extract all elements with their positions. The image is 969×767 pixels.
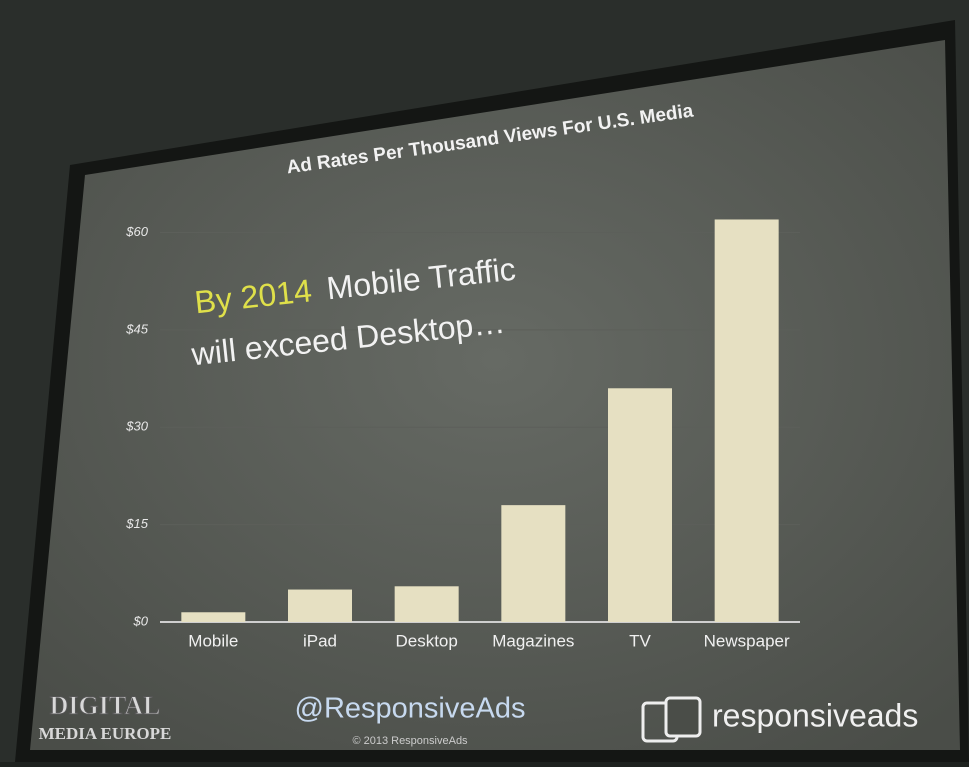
x-tick-label: TV: [629, 631, 651, 650]
brand: responsiveads: [712, 697, 918, 733]
event-logo: MEDIA EUROPE: [39, 724, 172, 743]
y-tick-label: $60: [125, 224, 148, 239]
x-tick-label: Desktop: [395, 631, 457, 650]
bar: [181, 612, 246, 622]
bar: [714, 219, 779, 622]
handle: @ResponsiveAds: [295, 693, 526, 725]
y-tick-label: $15: [125, 516, 148, 531]
brand-icon: [641, 696, 702, 743]
copyright: © 2013 ResponsiveAds: [352, 735, 468, 747]
y-tick-label: $45: [125, 321, 148, 336]
bar: [608, 388, 672, 622]
y-tick-label: $30: [125, 419, 148, 434]
x-tick-label: Mobile: [188, 631, 238, 650]
bar: [288, 589, 352, 622]
x-tick-label: Newspaper: [704, 631, 790, 650]
y-tick-label: $0: [133, 613, 149, 628]
x-tick-label: Magazines: [492, 631, 574, 650]
x-tick-label: iPad: [303, 631, 337, 650]
event-logo: DIGITAL: [50, 691, 161, 720]
plot-area: $0 $15 $30 $45 $60 Mobile iPad Desktop Magazines…: [125, 219, 800, 650]
bar: [394, 586, 459, 622]
bar: [501, 505, 566, 622]
